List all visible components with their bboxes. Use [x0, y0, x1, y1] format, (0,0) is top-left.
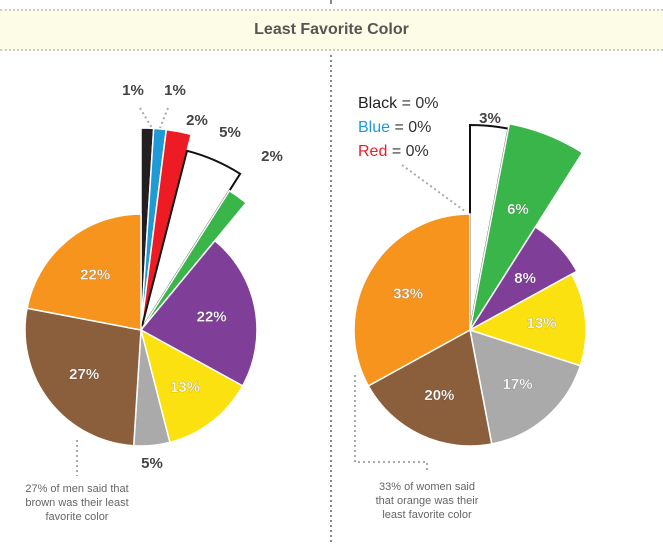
slice-label-black: 1%	[122, 82, 144, 99]
slice-brown	[367, 328, 493, 447]
slice-label-white: 3%	[479, 110, 501, 127]
slice-label-purple: 22%	[197, 309, 227, 326]
slice-label-purple: 8%	[514, 270, 536, 287]
slice-label-green: 6%	[507, 201, 529, 218]
slice-label-white: 5%	[219, 124, 241, 141]
slice-yellow	[468, 273, 587, 367]
slice-green	[469, 122, 584, 331]
slice-label-green: 2%	[261, 148, 283, 165]
slice-green	[140, 189, 248, 331]
women-legend: Black = 0% Blue = 0% Red = 0%	[358, 92, 439, 164]
slice-label-blue: 1%	[164, 82, 186, 99]
slice-label-yellow: 13%	[170, 379, 200, 396]
slice-white	[140, 149, 242, 331]
legend-item-black: Black = 0%	[358, 95, 439, 112]
men-pie: 1% 1%2%5%2%22%13%5%27%22%	[24, 82, 283, 472]
slice-label-gray: 17%	[503, 376, 533, 393]
slice-label-red: 2%	[186, 112, 208, 129]
slice-label-gray: 5%	[141, 455, 163, 472]
legend-item-red: Red = 0%	[358, 143, 429, 160]
chart-title: Least Favorite Color	[254, 21, 409, 38]
slice-label-orange: 22%	[80, 267, 110, 284]
slice-purple	[139, 239, 258, 387]
slice-label-brown: 27%	[69, 366, 99, 383]
slice-gray	[469, 328, 582, 445]
slice-orange	[353, 213, 471, 387]
legend-leader	[401, 164, 467, 213]
men-annotation: 27% of men said that brown was their lea…	[25, 483, 129, 523]
chart-title-banner: Least Favorite Color	[0, 9, 663, 51]
slice-label-orange: 33%	[393, 285, 423, 302]
women-pie: 3% 6% 8% 13% 17% 20% 33%	[353, 110, 587, 447]
women-annotation: 33% of women said that orange was their …	[375, 481, 479, 521]
slice-brown	[24, 307, 142, 447]
slice-purple	[469, 225, 578, 331]
slice-orange	[26, 213, 142, 331]
label-leader	[139, 107, 153, 129]
legend-item-blue: Blue = 0%	[358, 119, 432, 136]
slice-label-yellow: 13%	[527, 315, 557, 332]
slice-label-brown: 20%	[424, 387, 454, 404]
slice-yellow	[139, 328, 244, 444]
label-leader	[159, 107, 169, 129]
